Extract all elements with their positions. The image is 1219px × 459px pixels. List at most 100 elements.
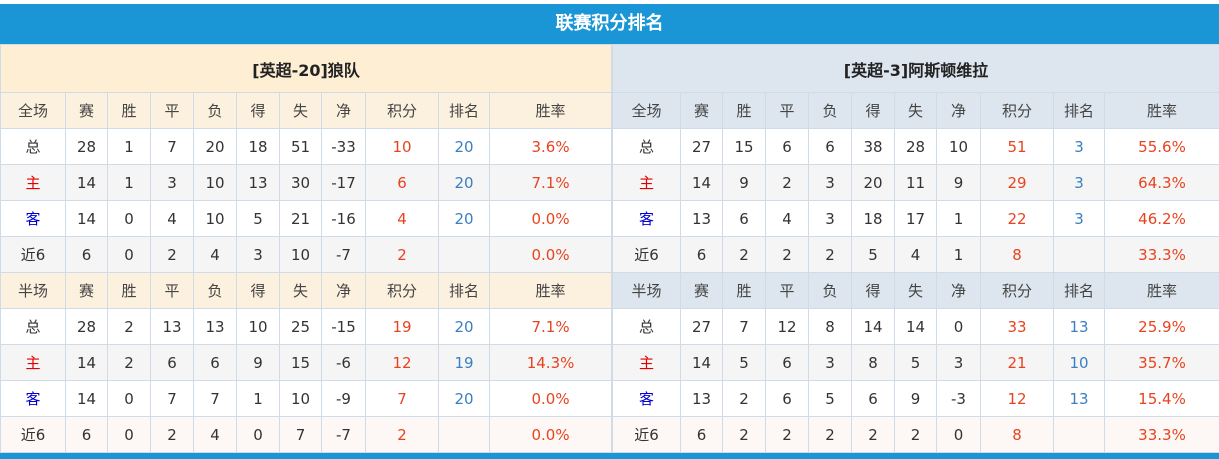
cell-goals-against: 10	[279, 380, 322, 417]
table-row: 客 13 2 6 5 6 9 -3 12 13 15.4%	[612, 380, 1219, 417]
table-row: 总 27 7 12 8 14 14 0 33 13 25.9%	[612, 308, 1219, 345]
cell-lost: 4	[193, 236, 237, 273]
cell-points: 12	[980, 380, 1054, 417]
column-header-goals-for: 得	[851, 272, 895, 309]
cell-scope: 近6	[0, 236, 66, 273]
cell-rank: 3	[1053, 128, 1105, 165]
cell-scope: 总	[612, 308, 681, 345]
column-header-points: 积分	[980, 92, 1054, 129]
cell-goal-diff: 3	[936, 344, 981, 381]
cell-goals-against: 17	[894, 200, 937, 237]
cell-win-rate: 33.3%	[1104, 236, 1219, 273]
cell-win-rate: 64.3%	[1104, 164, 1219, 201]
cell-points: 12	[365, 344, 439, 381]
cell-drawn: 7	[150, 128, 194, 165]
cell-goals-for: 6	[851, 380, 895, 417]
cell-goals-for: 5	[851, 236, 895, 273]
cell-lost: 5	[808, 380, 852, 417]
table-row: 近6 6 0 2 4 0 7 -7 2 0.0%	[0, 416, 613, 453]
table-row: 总 27 15 6 6 38 28 10 51 3 55.6%	[612, 128, 1219, 165]
cell-goals-against: 4	[894, 236, 937, 273]
cell-drawn: 3	[150, 164, 194, 201]
cell-scope: 客	[612, 200, 681, 237]
cell-rank: 20	[438, 308, 490, 345]
cell-played: 28	[65, 128, 108, 165]
cell-played: 14	[65, 380, 108, 417]
cell-win-rate: 0.0%	[488, 236, 613, 273]
cell-goals-against: 51	[279, 128, 322, 165]
cell-win-rate: 0.0%	[488, 380, 613, 417]
cell-drawn: 13	[150, 308, 194, 345]
cell-win-rate: 25.9%	[1104, 308, 1219, 345]
column-header-win-rate: 胜率	[1104, 272, 1219, 309]
cell-goal-diff: 0	[936, 416, 981, 453]
column-header-lost: 负	[193, 92, 237, 129]
column-header-goal-diff: 净	[321, 92, 366, 129]
table-row: 客 13 6 4 3 18 17 1 22 3 46.2%	[612, 200, 1219, 237]
cell-played: 6	[65, 416, 108, 453]
cell-drawn: 2	[765, 236, 809, 273]
column-header-points: 积分	[980, 272, 1054, 309]
cell-goals-against: 10	[279, 236, 322, 273]
cell-rank: 13	[1053, 308, 1105, 345]
cell-points: 2	[365, 236, 439, 273]
cell-played: 6	[680, 416, 723, 453]
cell-lost: 2	[808, 236, 852, 273]
cell-rank: 20	[438, 200, 490, 237]
cell-goals-for: 13	[236, 164, 280, 201]
cell-goal-diff: -17	[321, 164, 366, 201]
cell-drawn: 2	[150, 416, 194, 453]
cell-goal-diff: 9	[936, 164, 981, 201]
cell-goal-diff: -33	[321, 128, 366, 165]
cell-lost: 4	[193, 416, 237, 453]
cell-goals-against: 15	[279, 344, 322, 381]
column-header-goals-for: 得	[851, 92, 895, 129]
table-row: 客 14 0 7 7 1 10 -9 7 20 0.0%	[0, 380, 613, 417]
cell-won: 9	[722, 164, 766, 201]
cell-won: 2	[722, 380, 766, 417]
column-header-win-rate: 胜率	[488, 92, 613, 129]
cell-scope: 近6	[0, 416, 66, 453]
cell-scope: 客	[0, 200, 66, 237]
cell-win-rate: 3.6%	[488, 128, 613, 165]
column-header-goals-against: 失	[279, 92, 322, 129]
away-team-standings: [英超-3]阿斯顿维拉 全场赛胜平负得失净积分 排名 胜率总 27 15 6 6 38 28 10 5…	[612, 44, 1219, 453]
cell-scope: 总	[612, 128, 681, 165]
cell-lost: 20	[193, 128, 237, 165]
column-header-goals-for: 得	[236, 92, 280, 129]
cell-win-rate: 15.4%	[1104, 380, 1219, 417]
cell-goals-for: 5	[236, 200, 280, 237]
cell-goals-for: 8	[851, 344, 895, 381]
cell-won: 1	[107, 164, 151, 201]
cell-goal-diff: 0	[936, 308, 981, 345]
cell-goal-diff: -7	[321, 416, 366, 453]
cell-played: 14	[65, 164, 108, 201]
cell-goals-against: 28	[894, 128, 937, 165]
column-header-scope: 全场	[612, 92, 681, 129]
cell-played: 6	[65, 236, 108, 273]
cell-goals-against: 30	[279, 164, 322, 201]
column-header-won: 胜	[107, 272, 151, 309]
column-header-goals-against: 失	[894, 272, 937, 309]
column-header-drawn: 平	[150, 92, 194, 129]
cell-played: 13	[680, 380, 723, 417]
cell-scope: 主	[612, 164, 681, 201]
cell-won: 0	[107, 416, 151, 453]
cell-win-rate: 7.1%	[488, 164, 613, 201]
column-header-rank: 排名	[1053, 92, 1105, 129]
cell-played: 28	[65, 308, 108, 345]
cell-points: 8	[980, 236, 1054, 273]
cell-goals-against: 21	[279, 200, 322, 237]
column-header-goals-against: 失	[279, 272, 322, 309]
cell-drawn: 2	[765, 164, 809, 201]
cell-rank: 3	[1053, 164, 1105, 201]
cell-points: 2	[365, 416, 439, 453]
column-header-row: 半场赛胜平负得失净积分 排名 胜率	[612, 272, 1219, 309]
cell-goals-for: 38	[851, 128, 895, 165]
cell-win-rate: 55.6%	[1104, 128, 1219, 165]
cell-goals-for: 3	[236, 236, 280, 273]
column-header-scope: 半场	[612, 272, 681, 309]
cell-played: 13	[680, 200, 723, 237]
cell-scope: 近6	[612, 416, 681, 453]
cell-won: 0	[107, 236, 151, 273]
